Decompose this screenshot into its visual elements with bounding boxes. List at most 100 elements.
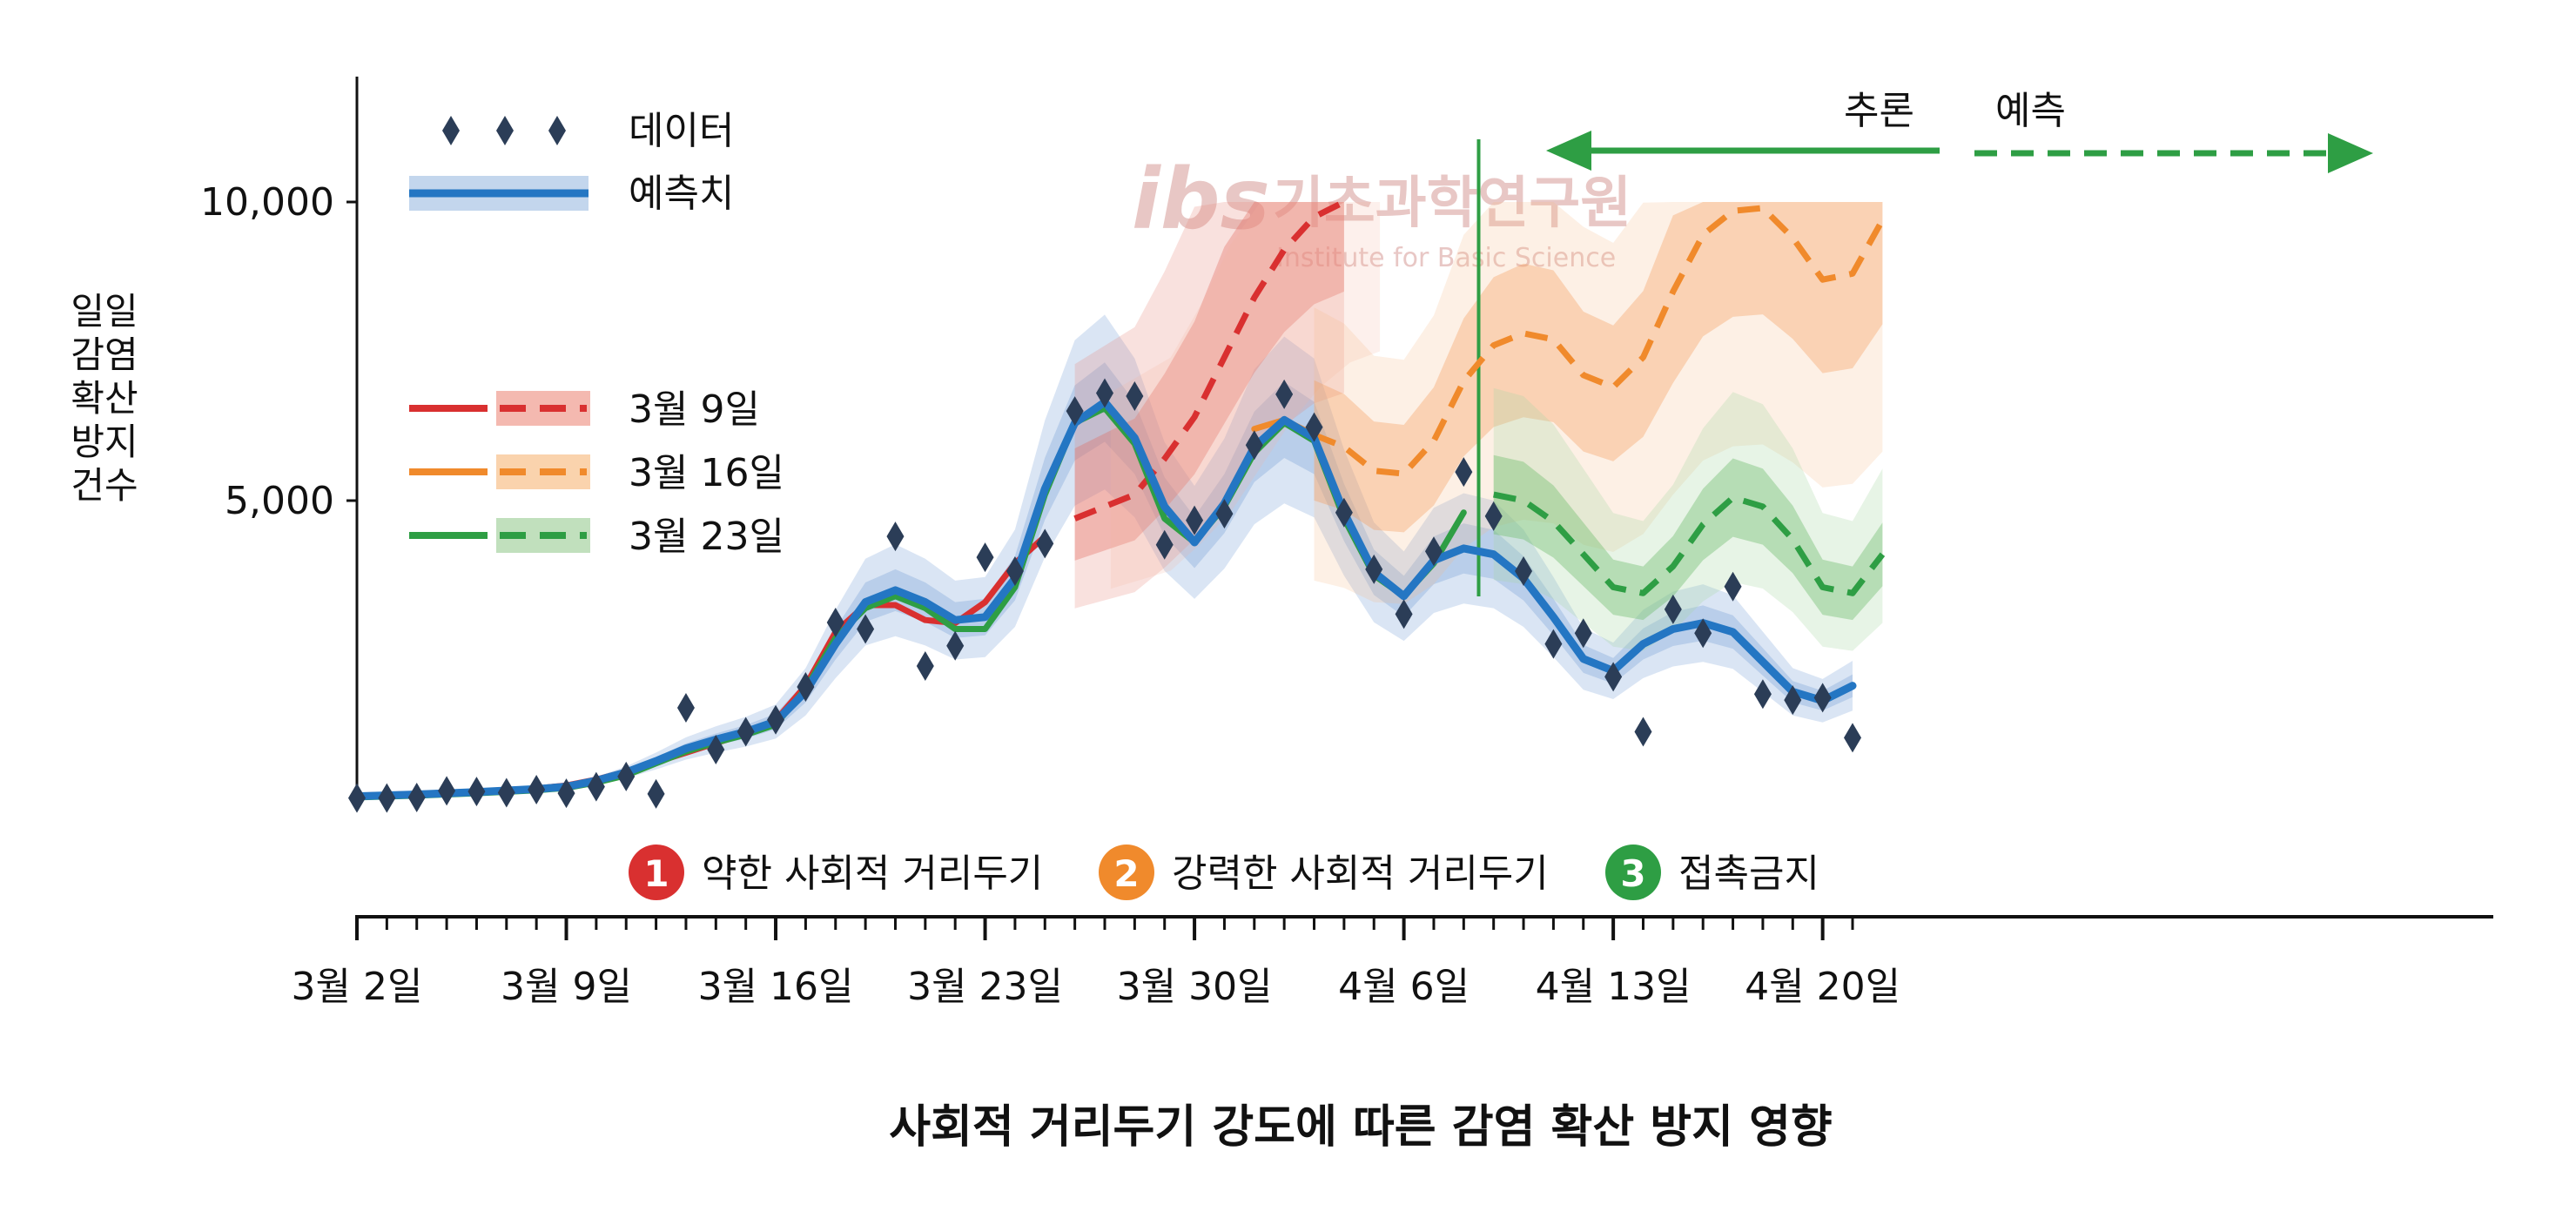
- data-point-diamond: [438, 776, 456, 806]
- data-point-diamond: [1484, 501, 1503, 531]
- orange-band-inner: [1314, 202, 1883, 533]
- data-points: [348, 378, 1861, 813]
- y-ticks: 5,000 10,000: [200, 180, 357, 523]
- data-point-diamond: [1305, 412, 1323, 442]
- x-tick-label: 3월 2일: [292, 965, 423, 1009]
- data-point-diamond: [1036, 528, 1054, 559]
- data-point-diamond: [497, 777, 515, 808]
- data-point-diamond: [1813, 683, 1832, 713]
- y-label-line: 방지: [71, 421, 138, 463]
- green-band-outer: [1493, 387, 1883, 651]
- data-point-diamond: [1664, 594, 1682, 624]
- scenario-annotations: 1 약한 사회적 거리두기 2 강력한 사회적 거리두기 3 접촉금지: [629, 845, 1819, 900]
- data-point-diamond: [797, 672, 815, 703]
- legend-diamond: [442, 116, 460, 145]
- x-tick-label: 3월 23일: [907, 965, 1063, 1009]
- legend-scenario-label: 3월 9일: [629, 387, 760, 432]
- data-point-diamond: [348, 783, 366, 813]
- x-tick-label: 3월 9일: [501, 965, 632, 1009]
- red-band-shadow: [1110, 202, 1381, 589]
- watermark-sub: Institute for Basic Science: [1276, 243, 1616, 273]
- legend-prediction-label: 예측치: [629, 172, 734, 216]
- orange-band-outer: [1314, 202, 1883, 604]
- scenario-number: 2: [1113, 852, 1139, 895]
- x-ticks: 3월 2일 3월 9일 3월 16일 3월 23일 3월 30일 4월 6일 4월 13일 4…: [292, 917, 1900, 1009]
- axes: [355, 77, 2493, 919]
- scenario-number: 1: [643, 852, 669, 895]
- data-point-diamond: [407, 782, 426, 812]
- data-point-diamond: [1604, 662, 1623, 692]
- data-point-diamond: [707, 735, 725, 765]
- data-point-diamond: [1155, 529, 1174, 560]
- data-point-diamond: [1365, 554, 1383, 584]
- data-point-diamond: [647, 778, 665, 809]
- data-point-diamond: [826, 607, 844, 637]
- watermark-logo: ibs: [1132, 151, 1270, 248]
- data-point-diamond: [1335, 497, 1353, 528]
- scenario-badge: [629, 845, 684, 900]
- y-label-line: 건수: [71, 464, 138, 507]
- series-dashed-3월16일: [1313, 205, 1886, 477]
- data-point-diamond: [1424, 536, 1443, 567]
- data-point-diamond: [1515, 555, 1533, 586]
- data-point-diamond: [857, 614, 875, 644]
- legend-scenarios: 3월 9일 3월 16일 3월 23일: [409, 387, 784, 559]
- series-line-prediction: [353, 398, 1857, 801]
- x-tick-label: 3월 16일: [698, 965, 854, 1009]
- legend-scenario-label: 3월 23일: [629, 515, 784, 559]
- y-label-line: 일일: [71, 290, 138, 333]
- chart-title: 사회적 거리두기 강도에 따른 감염 확산 방지 영향: [889, 1101, 1833, 1154]
- red-band-outer: [1074, 202, 1344, 609]
- legend-prediction: 예측치: [409, 172, 734, 216]
- data-point-diamond: [976, 542, 994, 573]
- phase-label-forecast: 예측: [1995, 89, 2066, 133]
- watermark-name: 기초과학연구원: [1273, 172, 1631, 236]
- y-tick-label: 5,000: [225, 479, 334, 523]
- data-point-diamond: [1544, 629, 1563, 659]
- legend-diamond: [548, 116, 566, 145]
- data-point-diamond: [557, 778, 575, 809]
- data-point-diamond: [1126, 380, 1144, 411]
- data-point-diamond: [1186, 505, 1204, 535]
- scenario-label: 강력한 사회적 거리두기: [1172, 851, 1549, 896]
- x-tick-label: 4월 20일: [1745, 965, 1900, 1009]
- y-label-line: 확산: [71, 377, 138, 420]
- data-point-diamond: [1096, 378, 1113, 408]
- data-point-diamond: [587, 771, 605, 802]
- data-point-diamond: [676, 693, 695, 723]
- data-point-diamond: [736, 717, 755, 747]
- data-point-diamond: [1395, 599, 1413, 629]
- y-tick-label: 10,000: [200, 180, 334, 225]
- scenario-number: 3: [1620, 852, 1645, 895]
- legend-diamond: [496, 116, 514, 145]
- data-point-diamond: [1753, 679, 1772, 710]
- data-point-diamond: [528, 775, 546, 805]
- legend-scenario-label: 3월 16일: [629, 451, 784, 495]
- x-tick-label: 4월 6일: [1338, 965, 1470, 1009]
- legend-data: 데이터: [442, 109, 734, 153]
- data-point-diamond: [1455, 457, 1473, 488]
- green-band-inner: [1493, 454, 1883, 621]
- data-point-diamond: [1215, 499, 1234, 529]
- scenario-label: 약한 사회적 거리두기: [702, 851, 1043, 896]
- data-point-diamond: [1275, 379, 1294, 409]
- data-point-diamond: [1724, 571, 1742, 602]
- legend-data-label: 데이터: [629, 109, 734, 153]
- inference-arrowhead: [1546, 131, 1591, 171]
- scenario-badge: [1099, 845, 1154, 900]
- phase-label-inference: 추론: [1844, 89, 1914, 133]
- series-dashed-3월9일: [1073, 199, 1346, 522]
- data-point-diamond: [916, 651, 934, 682]
- data-point-diamond: [1574, 618, 1592, 649]
- data-point-diamond: [378, 783, 396, 813]
- y-label-line: 감염: [71, 333, 138, 376]
- data-point-diamond: [886, 522, 905, 552]
- data-point-diamond: [617, 761, 636, 791]
- legend: 데이터 예측치 3월 9일 3월 16일 3월 23일: [409, 109, 784, 559]
- forecast-arrowhead: [2328, 133, 2373, 173]
- x-tick-label: 3월 30일: [1117, 965, 1273, 1009]
- data-point-diamond: [1006, 555, 1024, 586]
